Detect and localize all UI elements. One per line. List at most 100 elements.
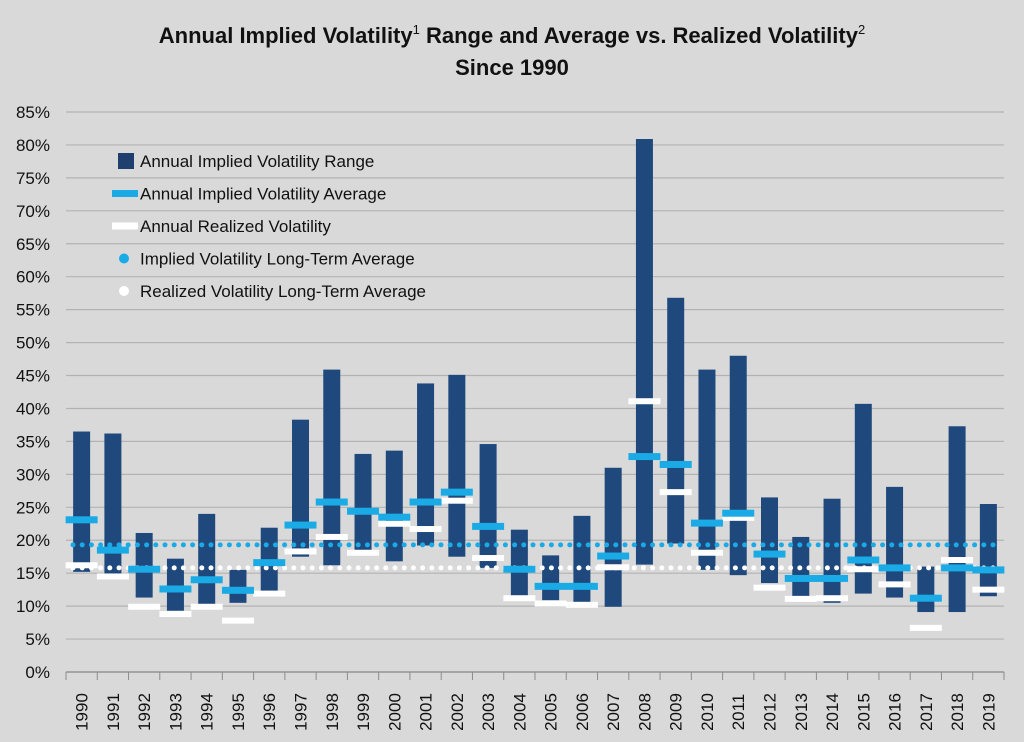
x-tick-label: 2005 — [542, 693, 561, 731]
x-tick-label: 2010 — [698, 693, 717, 731]
x-tick-label: 2014 — [823, 693, 842, 731]
implied-average-marker — [909, 594, 942, 602]
x-tick-label: 2009 — [667, 693, 686, 731]
realized-long-term-dot — [438, 565, 444, 571]
implied-long-term-dot — [640, 542, 646, 548]
realized-long-term-dot — [328, 565, 334, 571]
implied-long-term-dot — [162, 542, 168, 548]
y-tick-label: 35% — [16, 432, 50, 451]
realized-volatility-marker — [159, 611, 192, 618]
implied-average-marker — [440, 488, 473, 496]
implied-long-term-dot — [576, 542, 582, 548]
implied-long-term-dot — [898, 542, 904, 548]
realized-volatility-marker — [941, 557, 974, 563]
realized-long-term-dot — [291, 565, 297, 571]
implied-long-term-dot — [79, 542, 85, 548]
realized-long-term-dot — [337, 565, 343, 571]
x-tick-label: 1995 — [229, 693, 248, 731]
implied-long-term-dot — [953, 542, 959, 548]
realized-volatility-marker — [534, 600, 567, 607]
implied-long-term-dot — [291, 542, 297, 548]
implied-long-term-dot — [337, 542, 343, 548]
implied-long-term-dot — [355, 542, 361, 548]
x-tick-label: 1991 — [104, 693, 123, 731]
implied-long-term-dot — [401, 542, 407, 548]
legend: Annual Implied Volatility Range Annual Im… — [112, 152, 426, 301]
x-axis-ticks: 1990 1991 1992 1993 1994 1995 1996 1997 1998 1999… — [65, 671, 1005, 731]
implied-long-term-dot — [788, 542, 794, 548]
range-bar — [479, 444, 497, 568]
implied-average-marker — [659, 460, 692, 468]
implied-average-marker — [878, 564, 911, 572]
range-bar — [198, 513, 216, 608]
implied-average-marker — [409, 498, 442, 506]
implied-average-marker — [816, 574, 849, 582]
title-part-1: Annual Implied Volatility — [158, 23, 413, 48]
range-bar — [948, 426, 966, 613]
implied-average-marker — [378, 513, 411, 521]
implied-long-term-dot — [125, 542, 131, 548]
implied-long-term-dot — [686, 542, 692, 548]
implied-long-term-dot — [944, 542, 950, 548]
realized-long-term-dot — [254, 565, 260, 571]
realized-volatility-marker — [221, 617, 254, 624]
realized-volatility-marker — [96, 573, 129, 580]
implied-long-term-dot — [650, 542, 656, 548]
realized-long-term-dot — [355, 565, 361, 571]
implied-long-term-dot — [272, 542, 278, 548]
range-bar — [292, 419, 309, 557]
implied-long-term-dot — [392, 542, 398, 548]
implied-long-term-dot — [364, 542, 370, 548]
range-bar — [917, 566, 935, 613]
realized-long-term-dot — [760, 565, 766, 571]
range-bar — [886, 486, 904, 598]
implied-long-term-dot — [88, 542, 94, 548]
realized-volatility-marker — [972, 586, 1005, 593]
implied-long-term-dot — [300, 542, 306, 548]
implied-long-term-dot — [834, 542, 840, 548]
implied-long-term-dot — [263, 542, 269, 548]
realized-long-term-dot — [410, 565, 416, 571]
realized-long-term-dot — [116, 565, 122, 571]
realized-long-term-dot — [769, 565, 775, 571]
realized-long-term-dot — [364, 565, 370, 571]
legend-range-swatch — [118, 153, 134, 169]
legend-realized_lt-label: Realized Volatility Long-Term Average — [140, 282, 426, 301]
y-tick-label: 20% — [16, 531, 50, 550]
x-tick-label: 1997 — [292, 693, 311, 731]
implied-average-marker — [784, 574, 817, 582]
realized-long-term-dot — [650, 565, 656, 571]
implied-long-term-dot — [328, 542, 334, 548]
realized-long-term-dot — [171, 565, 177, 571]
realized-long-term-dot — [558, 565, 564, 571]
range-bar — [979, 504, 997, 597]
realized-long-term-dot — [788, 565, 794, 571]
range-bar — [417, 383, 435, 546]
range-bar — [510, 529, 528, 599]
range-bar — [448, 374, 466, 557]
realized-long-term-dot — [107, 565, 113, 571]
implied-long-term-dot — [668, 542, 674, 548]
realized-long-term-dot — [539, 565, 545, 571]
realized-long-term-dot — [705, 565, 711, 571]
implied-long-term-dot — [714, 542, 720, 548]
implied-long-term-dot — [410, 542, 416, 548]
realized-long-term-dot — [190, 565, 196, 571]
implied-long-term-dot — [512, 542, 518, 548]
realized-long-term-dot — [98, 565, 104, 571]
y-tick-label: 50% — [16, 334, 50, 353]
realized-long-term-dot — [576, 565, 582, 571]
range-bar — [604, 467, 622, 607]
realized-long-term-dot — [466, 565, 472, 571]
implied-long-term-dot — [254, 542, 260, 548]
x-tick-label: 1998 — [323, 693, 342, 731]
legend-realized-swatch — [112, 222, 138, 230]
implied-long-term-dot — [475, 542, 481, 548]
realized-volatility-marker — [628, 398, 661, 405]
realized-long-term-dot — [374, 565, 380, 571]
realized-long-term-dot — [742, 565, 748, 571]
implied-long-term-dot — [926, 542, 932, 548]
implied-long-term-dot — [861, 542, 867, 548]
y-tick-label: 60% — [16, 268, 50, 287]
